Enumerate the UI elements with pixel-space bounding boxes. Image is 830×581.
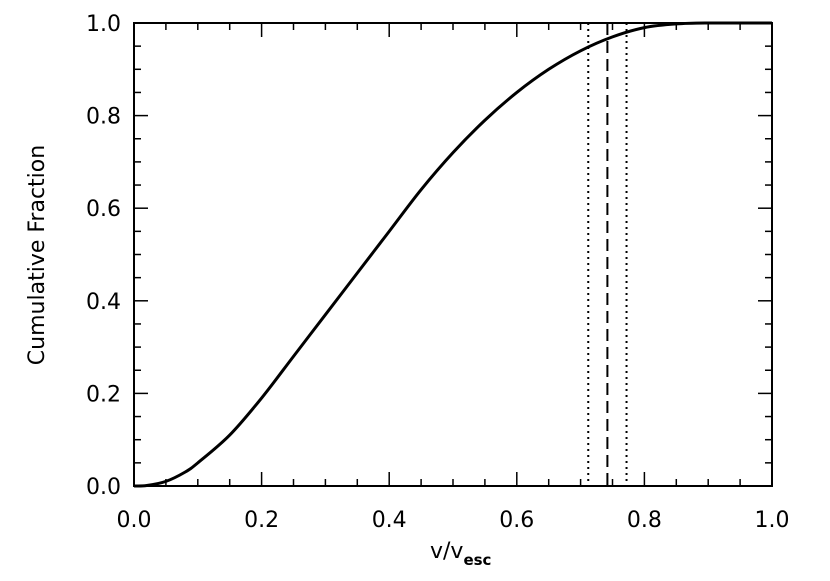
x-axis-title-main: v/v xyxy=(430,539,463,564)
y-tick-label: 0.6 xyxy=(86,197,121,222)
x-tick-label: 0.2 xyxy=(244,508,279,533)
y-tick-labels: 0.0 0.2 0.4 0.6 0.8 1.0 xyxy=(86,12,121,500)
x-tick-label: 0.8 xyxy=(627,508,662,533)
x-tick-labels: 0.0 0.2 0.4 0.6 0.8 1.0 xyxy=(117,508,790,533)
axis-ticks xyxy=(133,22,773,487)
y-tick-label: 0.2 xyxy=(86,382,121,407)
x-tick-label: 0.0 xyxy=(117,508,152,533)
x-tick-label: 1.0 xyxy=(755,508,790,533)
x-axis-title: v/vesc xyxy=(430,539,491,569)
y-tick-label: 1.0 xyxy=(86,12,121,37)
x-tick-label: 0.6 xyxy=(499,508,534,533)
y-axis-title: Cumulative Fraction xyxy=(25,145,50,365)
plot-frame xyxy=(133,22,773,487)
y-tick-label: 0.4 xyxy=(86,290,121,315)
cumulative-curve xyxy=(133,21,773,488)
y-tick-label: 0.8 xyxy=(86,105,121,130)
x-tick-label: 0.4 xyxy=(372,508,407,533)
x-axis-title-subscript: esc xyxy=(463,551,491,569)
reference-lines xyxy=(587,23,628,486)
y-tick-label: 0.0 xyxy=(86,475,121,500)
